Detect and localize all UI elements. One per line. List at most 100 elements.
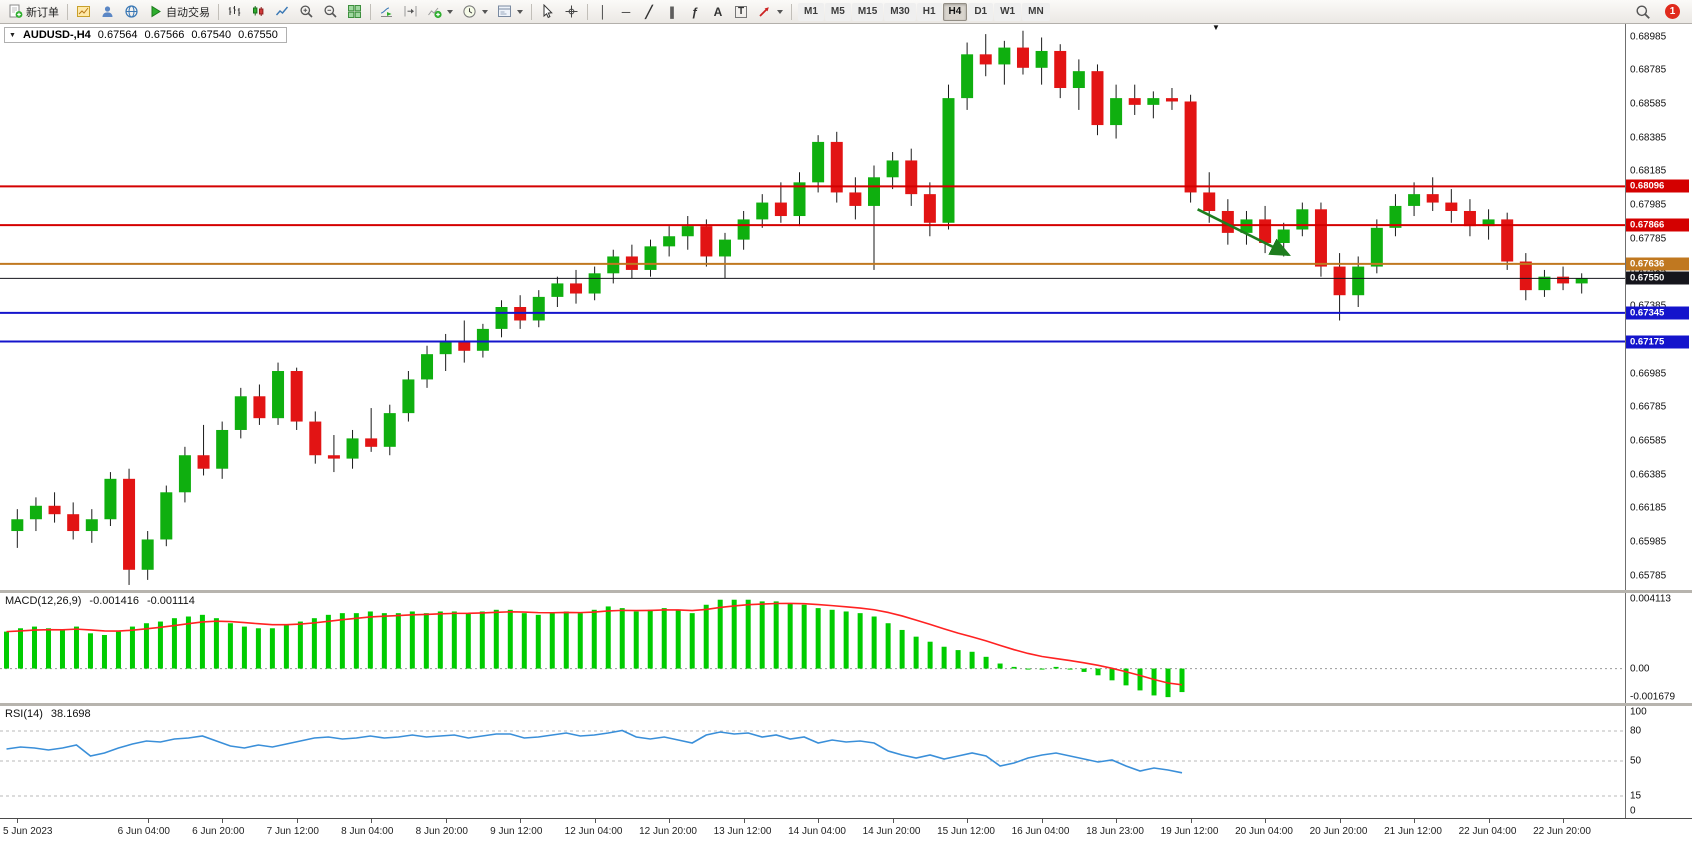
new-order-label: 新订单 [26,6,59,19]
time-axis-label: 22 Jun 20:00 [1533,826,1591,837]
time-axis-tick [1265,819,1267,823]
periods-button[interactable] [458,2,492,22]
timeframe-mn-button[interactable]: MN [1022,2,1050,21]
text-label-icon: T [734,5,748,18]
time-axis-tick [594,819,596,823]
line-chart-button[interactable] [271,2,294,22]
timeframe-m5-button[interactable]: M5 [824,2,851,21]
price-axis-label: 0.67785 [1630,233,1667,245]
new-chart-button[interactable] [72,2,95,22]
time-axis-tick [17,819,19,823]
trendline-icon: ╱ [645,4,653,19]
level-price-tag[interactable]: 0.68096 [1626,179,1689,193]
indicators-button[interactable] [423,2,457,22]
zoom-in-icon [299,4,314,19]
collapse-panel-icon[interactable]: ▼ [9,31,16,39]
horizontal-level-lines[interactable] [0,185,1625,343]
time-axis-tick [147,819,149,823]
rsi-axis-label: 50 [1630,755,1642,767]
zoom-in-button[interactable] [295,2,318,22]
search-button[interactable] [1631,2,1655,22]
notification-badge[interactable]: 1 [1665,4,1680,19]
chart-shift-button[interactable] [399,2,422,22]
templates-button[interactable] [493,2,527,22]
price-pane[interactable]: ▼ AUDUSD-,H4 0.67564 0.67566 0.67540 0.6… [0,24,1692,590]
pane-splitter[interactable] [0,703,1692,706]
rsi-axis[interactable]: 100 80 50 15 0 [1625,706,1691,818]
profile-button[interactable] [96,2,119,22]
timeframe-d1-button[interactable]: D1 [968,2,994,21]
price-axis-label: 0.66785 [1630,401,1667,413]
current-price-tag[interactable]: 0.67550 [1626,271,1689,285]
timeframe-m30-button[interactable]: M30 [884,2,916,21]
time-axis-tick [1190,819,1192,823]
time-axis-label: 12 Jun 20:00 [639,826,697,837]
rsi-value: 38.1698 [50,708,91,720]
toolbar-separator [791,3,792,20]
main-toolbar: 新订单 自动交易 [0,0,1692,24]
rsi-line [6,729,1183,774]
time-axis-label: 14 Jun 20:00 [862,826,921,837]
new-chart-icon [76,4,91,19]
vertical-line-button[interactable]: │ [592,2,614,22]
candlestick-chart-button[interactable] [247,2,270,22]
level-price-tag[interactable]: 0.67636 [1626,257,1689,271]
community-button[interactable] [120,2,143,22]
cursor-icon [540,4,555,19]
new-order-icon [8,4,23,19]
time-axis-tick [743,819,745,823]
level-price-tag[interactable]: 0.67345 [1626,306,1689,320]
macd-signal-line [6,602,1183,686]
macd-axis[interactable]: 0.004113 0.00 -0.001679 [1625,593,1691,703]
chart-shift-icon [403,4,418,19]
macd-axis-label: 0.004113 [1630,593,1671,605]
chart-symbol-period: AUDUSD-,H4 [22,29,91,41]
level-price-tag[interactable]: 0.67175 [1626,335,1689,349]
time-axis-tick [1339,819,1341,823]
rsi-label-row: RSI(14) 38.1698 [5,708,91,720]
rsi-pane[interactable]: RSI(14) 38.1698 100 80 50 15 0 [0,706,1692,818]
price-axis-label: 0.68785 [1630,64,1667,76]
tile-windows-button[interactable] [343,2,366,22]
new-order-button[interactable]: 新订单 [4,2,63,22]
time-axis-label: 5 Jun 2023 [3,826,53,837]
time-axis-tick [967,819,969,823]
rsi-canvas [0,729,1625,797]
price-axis-label: 0.65985 [1630,536,1667,548]
price-axis[interactable]: 0.68985 0.68785 0.68585 0.68385 0.68185 0.679… [1625,24,1691,590]
trend-arrow-annotation[interactable] [1197,208,1291,256]
cursor-button[interactable] [536,2,559,22]
profile-icon [100,4,115,19]
timeframe-m15-button[interactable]: M15 [851,2,884,21]
bar-chart-button[interactable] [223,2,246,22]
fibonacci-retracement-button[interactable]: ƒ [684,2,706,22]
trendline-button[interactable]: ╱ [638,2,660,22]
chart-area: ▼ AUDUSD-,H4 0.67564 0.67566 0.67540 0.6… [0,24,1692,844]
auto-scroll-button[interactable] [375,2,398,22]
timeframe-h4-button[interactable]: H4 [942,2,968,21]
time-axis-tick [1414,819,1416,823]
time-axis-label: 21 Jun 12:00 [1384,826,1442,837]
autotrade-button[interactable]: 自动交易 [144,2,214,22]
crosshair-button[interactable] [560,2,583,22]
chevron-down-icon [777,9,783,14]
text-button[interactable]: A [707,2,729,22]
arrows-button[interactable] [753,2,787,22]
chart-shift-marker[interactable]: ▼ [1212,24,1220,32]
horizontal-line-button[interactable]: ─ [615,2,637,22]
ohlc-open: 0.67564 [97,29,138,41]
macd-pane[interactable]: MACD(12,26,9) -0.001416 -0.001114 0.0041… [0,593,1692,703]
level-price-tag[interactable]: 0.67866 [1626,218,1689,232]
equidistant-channel-button[interactable]: ∥ [661,2,683,22]
timeframe-h1-button[interactable]: H1 [916,2,942,21]
price-chart-canvas[interactable] [0,24,1625,590]
time-axis-label: 13 Jun 12:00 [713,826,772,837]
chevron-down-icon [517,9,523,14]
text-label-button[interactable]: T [730,2,752,22]
zoom-out-button[interactable] [319,2,342,22]
timeframe-w1-button[interactable]: W1 [994,2,1022,21]
pane-splitter[interactable] [0,590,1692,593]
time-axis[interactable]: 5 Jun 2023 6 Jun 04:00 6 Jun 20:00 7 Jun 12… [0,818,1692,844]
time-axis-label: 8 Jun 04:00 [341,826,394,837]
timeframe-m1-button[interactable]: M1 [798,2,824,21]
